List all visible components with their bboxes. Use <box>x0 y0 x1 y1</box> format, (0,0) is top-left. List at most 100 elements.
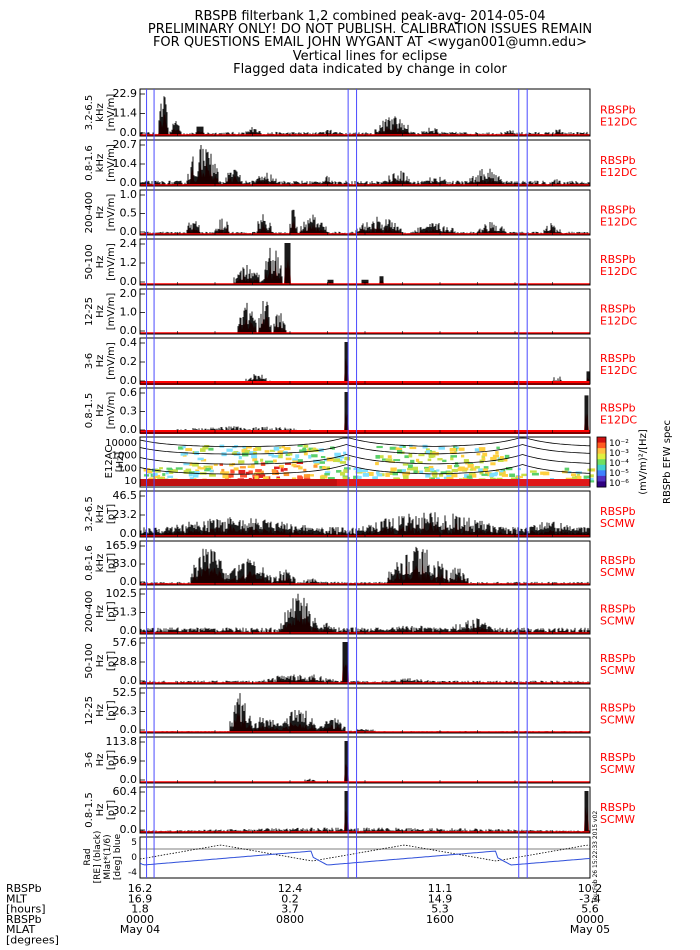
y-axis-label-line: 0.8-1.5 <box>84 393 95 428</box>
spec-pixel <box>343 451 347 455</box>
spec-pixel <box>403 475 409 479</box>
spec-pixel <box>408 453 413 458</box>
spec-pixel <box>402 474 409 478</box>
instrument-tag: RBSPb <box>600 402 636 415</box>
panel-stack: 22.911.40.03.2-6.5 kHz [mV/m] RBSPbE12DC20.… <box>83 87 673 904</box>
spec-pixel <box>241 449 245 453</box>
spec-pixel <box>167 475 174 478</box>
y-axis-label: 3-6 Hz [mV/m] <box>84 342 117 380</box>
spec-pixel <box>320 476 325 480</box>
spec-pixel <box>278 464 284 468</box>
y-axis-label-line: 12-25 <box>84 696 95 725</box>
spec-pixel <box>450 455 458 458</box>
spec-pixel <box>492 454 499 458</box>
spec-pixel <box>281 446 286 449</box>
spec-pixel <box>425 450 430 454</box>
spec-pixel <box>277 454 283 459</box>
y-axis-label: 50-100 Hz [mV/m] <box>84 243 117 281</box>
x-row-label: [degrees] <box>6 934 59 947</box>
spec-pixel <box>372 476 378 480</box>
spec-pixel <box>326 466 331 471</box>
instrument-tag: E12DC <box>600 116 637 129</box>
spec-pixel <box>339 461 347 464</box>
spec-pixel <box>388 460 395 463</box>
gyrofrequency-curve <box>139 454 591 465</box>
spec-pixel <box>361 469 369 473</box>
spec-pixel <box>264 450 270 453</box>
spec-pixel <box>285 462 291 465</box>
spec-pixel <box>324 471 331 474</box>
colorbar-frame <box>596 436 607 488</box>
colorbar-swatch <box>597 481 606 488</box>
y-tick-label: 0.0 <box>120 624 138 637</box>
spec-pixel <box>291 463 297 467</box>
radial-distance-curve <box>139 844 591 862</box>
spec-pixel <box>576 472 581 476</box>
spec-pixel <box>490 462 496 466</box>
spec-pixel <box>343 469 349 473</box>
spec-pixel <box>392 471 398 476</box>
x-row-value: 14.9 <box>428 892 453 905</box>
spec-pixel <box>209 469 214 473</box>
panel-background <box>140 688 590 733</box>
spec-pixel <box>357 475 362 479</box>
spec-pixel <box>192 462 199 467</box>
y-axis-label-line: Hz <box>95 256 106 269</box>
y-tick-label: 28.8 <box>113 655 138 668</box>
spec-pixel <box>478 447 486 452</box>
x-row-label: RBSPb <box>6 882 42 895</box>
y-axis-label-line: [mV/m] <box>106 342 117 380</box>
gyrofrequency-curve <box>139 437 591 448</box>
x-row-value: 16.9 <box>128 892 153 905</box>
colorbar-units: (mV/m)²/[Hz] <box>638 429 649 495</box>
spec-pixel <box>385 472 390 477</box>
x-row-value: 10.2 <box>578 882 603 895</box>
orbit-tick: 0 <box>131 853 137 863</box>
orbit-ylabel-line: [RE] (black) <box>93 831 103 884</box>
spec-pixel <box>188 473 193 477</box>
spec-pixel <box>310 454 318 458</box>
y-axis-label-line: 0.8-1.6 <box>84 145 95 180</box>
flagged-trace <box>140 612 590 634</box>
spec-pixel <box>425 448 430 452</box>
spec-pixel <box>254 460 259 465</box>
y-tick-label: 83.0 <box>113 557 138 570</box>
spec-pixel <box>342 476 349 480</box>
spec-pixel <box>283 472 290 477</box>
colorbar-swatch <box>597 464 606 471</box>
x-row-value: 12.4 <box>278 882 303 895</box>
spec-pixel <box>297 475 302 479</box>
instrument-tag: RBSPb <box>600 154 636 167</box>
spec-pixel <box>146 470 153 474</box>
panel-background <box>140 491 590 537</box>
spec-pixel <box>154 474 161 479</box>
spec-pixel <box>570 473 577 477</box>
spec-pixel <box>401 469 407 473</box>
spec-low-band-dark <box>140 479 337 486</box>
instrument-tag: E12DC <box>600 364 637 377</box>
panel-background <box>140 289 590 334</box>
y-axis-label: 0.8-1.5 Hz [pT] <box>84 792 117 827</box>
spec-pixel <box>375 455 380 459</box>
spec-pixel <box>424 466 430 469</box>
x-row-label: RBSPb <box>6 913 42 926</box>
spec-pixel <box>296 461 304 465</box>
x-row-value: 5.6 <box>581 903 599 916</box>
x-row-value: 1.8 <box>131 903 149 916</box>
spec-pixel <box>495 451 499 455</box>
y-axis-label-line: [mV/m] <box>106 144 117 182</box>
spec-pixel <box>344 456 351 461</box>
panel-background <box>140 89 590 136</box>
spec-pixel <box>252 457 258 462</box>
spec-pixel <box>472 473 477 478</box>
spec-pixel <box>455 446 459 450</box>
y-tick-label: 165.9 <box>106 539 138 552</box>
spec-pixel <box>395 447 403 451</box>
spec-pixel <box>501 474 508 477</box>
y-tick-label: 0.0 <box>120 823 138 836</box>
instrument-tag: E12DC <box>600 265 637 278</box>
spec-pixel <box>432 474 438 478</box>
